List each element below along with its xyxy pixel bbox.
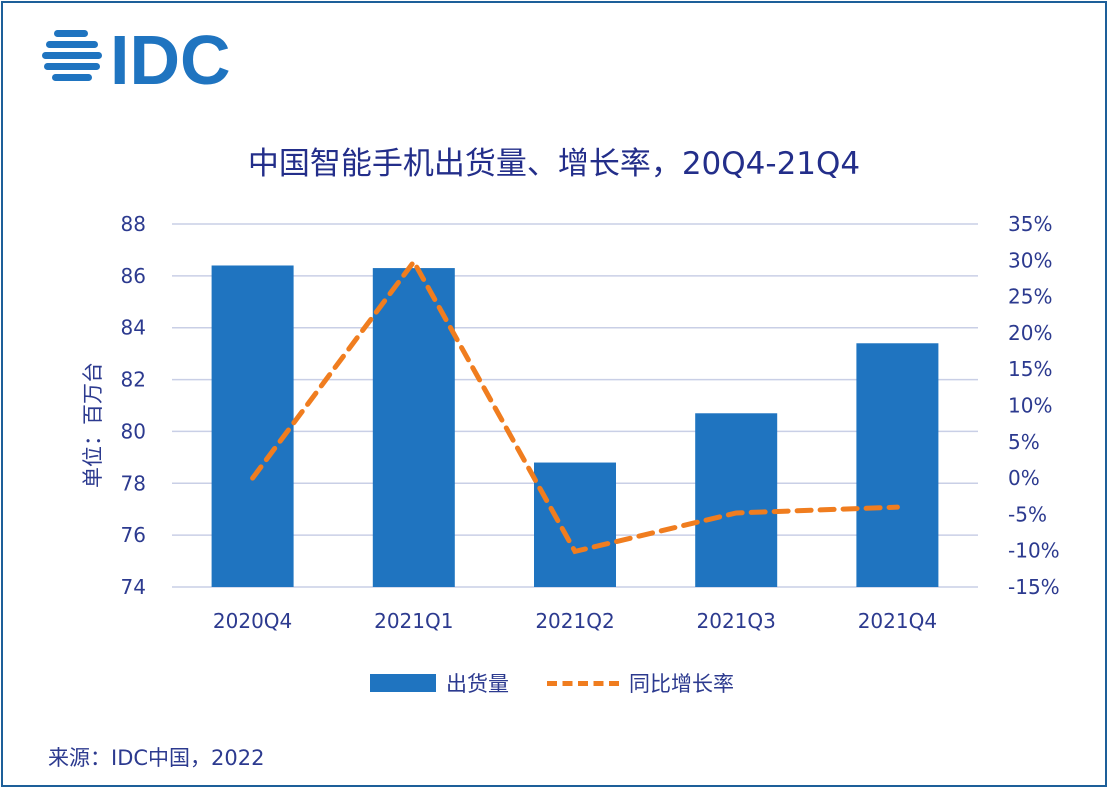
y2-tick-label: 20%	[1008, 321, 1052, 345]
legend-label-shipments: 出货量	[446, 672, 509, 696]
chart-plot: 74 76 78 80 82 84 86 88 -15% -10% -5% 0% 5% 10% 15% 20%…	[81, 212, 1060, 633]
legend: 出货量 同比增长率	[370, 668, 734, 698]
legend-label-growth: 同比增长率	[629, 672, 734, 696]
chart-title: 中国智能手机出货量、增长率，20Q4-21Q4	[247, 146, 861, 182]
legend-bar-swatch	[370, 674, 436, 692]
y-tick-label: 88	[121, 212, 146, 236]
y2-tick-label: 5%	[1008, 430, 1040, 454]
bar-2021Q1	[372, 268, 455, 587]
svg-text:IDC: IDC	[110, 22, 231, 97]
idc-logo: IDC	[42, 22, 231, 97]
source-note: 来源：IDC中国，2022	[48, 746, 265, 770]
bar-2021Q2	[534, 462, 616, 587]
y2-tick-label: -10%	[1008, 539, 1060, 563]
x-tick-label: 2021Q2	[535, 609, 614, 633]
x-tick-label: 2021Q3	[697, 609, 776, 633]
y-axis-label: 单位：百万台	[81, 362, 105, 488]
y2-tick-label: 30%	[1008, 248, 1052, 272]
y-tick-label: 86	[121, 264, 146, 288]
bar-2020Q4	[211, 265, 294, 587]
bar-2021Q4	[856, 343, 939, 587]
y-tick-label: 74	[121, 575, 146, 599]
y2-tick-label: 35%	[1008, 212, 1052, 236]
bar-2021Q3	[695, 413, 778, 587]
y2-tick-label: 0%	[1008, 466, 1040, 490]
y-tick-label: 80	[121, 419, 146, 443]
y-tick-label: 84	[121, 316, 146, 340]
legend-line-swatch	[547, 680, 619, 686]
y-tick-label: 82	[121, 368, 146, 392]
y-tick-label: 78	[121, 471, 146, 495]
y2-tick-label: 25%	[1008, 285, 1052, 309]
x-tick-label: 2020Q4	[213, 609, 292, 633]
y2-tick-label: 15%	[1008, 357, 1052, 381]
y2-tick-label: 10%	[1008, 394, 1052, 418]
x-tick-label: 2021Q1	[374, 609, 453, 633]
y-tick-label: 76	[121, 523, 146, 547]
y2-tick-label: -15%	[1008, 575, 1060, 599]
x-tick-label: 2021Q4	[858, 609, 937, 633]
y2-tick-label: -5%	[1008, 502, 1047, 526]
